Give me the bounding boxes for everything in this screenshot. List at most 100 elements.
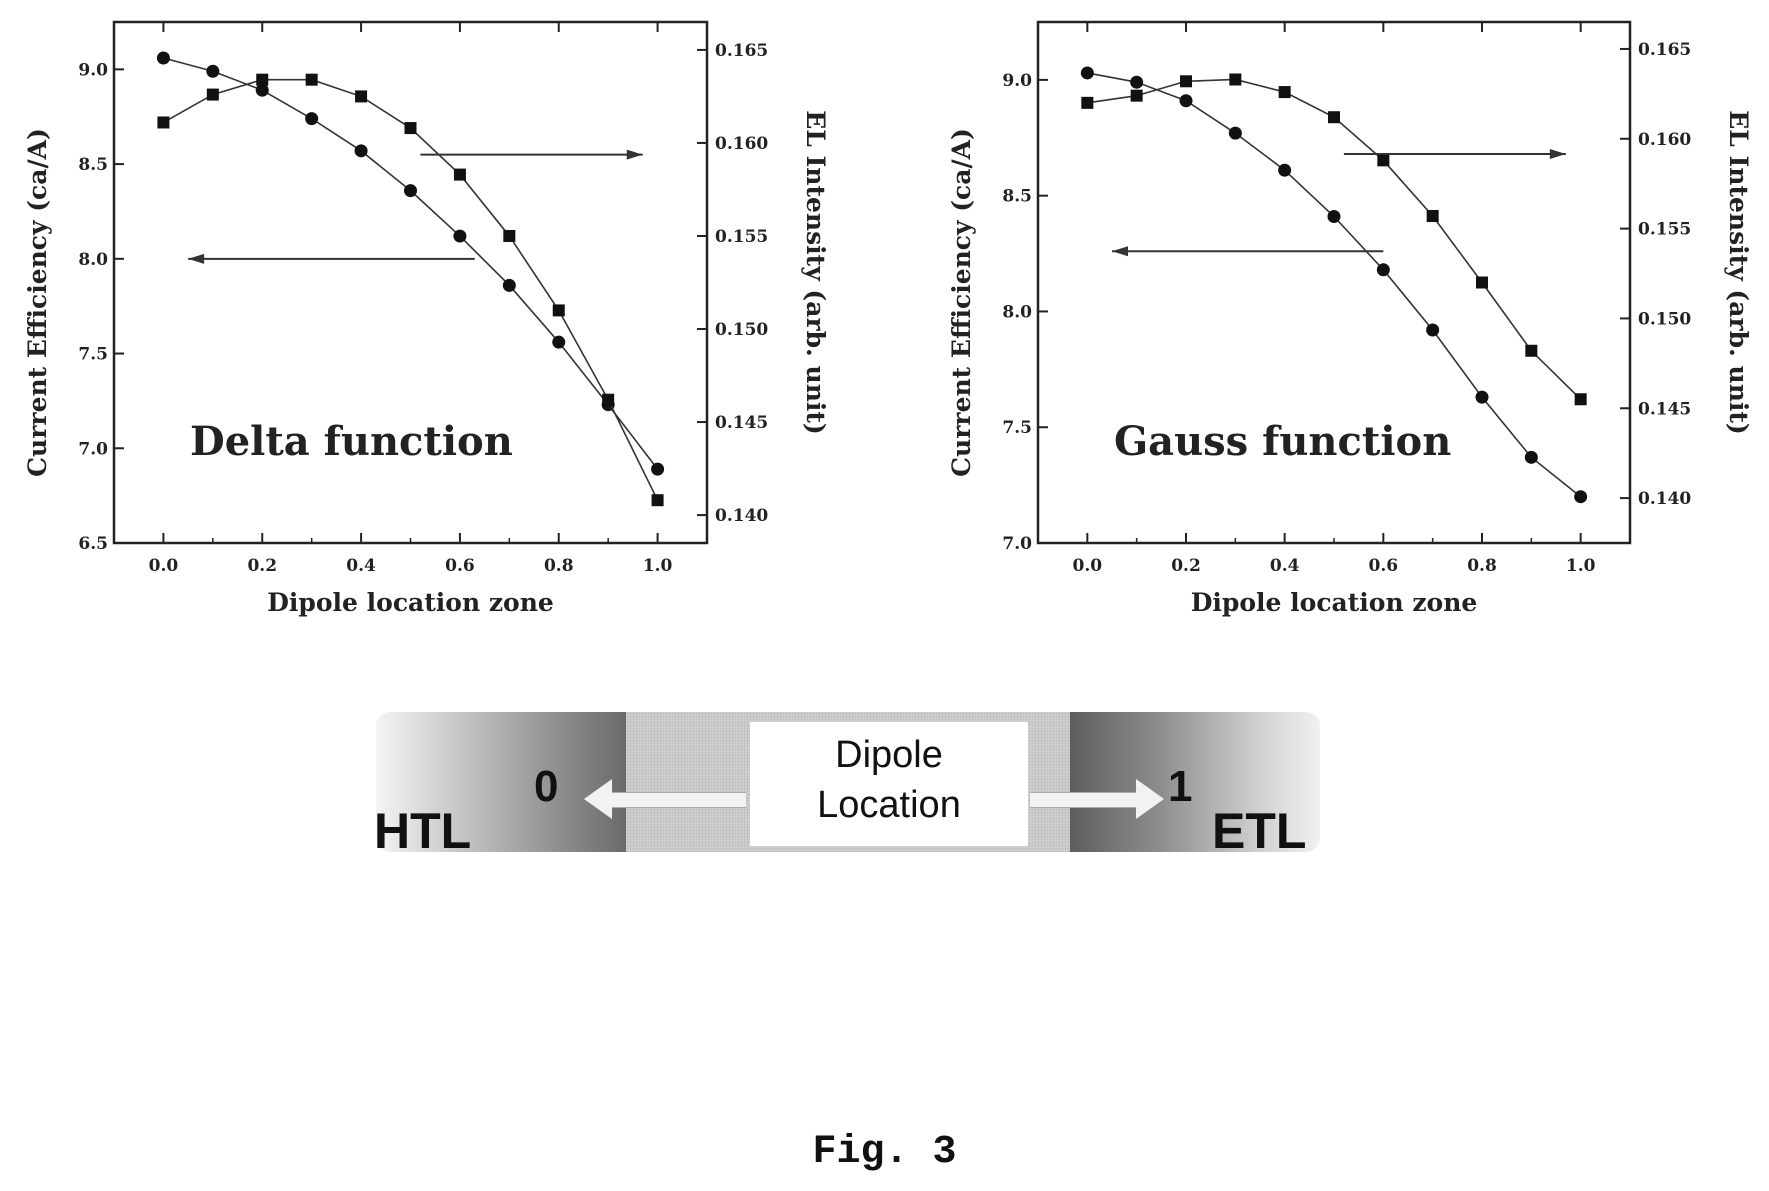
circle-marker	[1080, 66, 1094, 80]
x-tick-label: 0.6	[445, 556, 475, 576]
y2-tick-label: 0.165	[715, 41, 768, 61]
circle-marker	[156, 51, 170, 65]
circle-marker	[1524, 450, 1538, 464]
y-tick-label: 7.5	[1002, 418, 1032, 438]
y2-tick-label: 0.160	[1638, 130, 1691, 150]
square-marker	[1229, 73, 1242, 86]
y-tick-label: 7.0	[78, 439, 108, 459]
circle-marker	[404, 184, 417, 198]
dipole-location-diagram: Dipole Location 0 1 HTL ETL	[374, 712, 1320, 859]
square-marker	[1328, 111, 1340, 124]
right-arrow-shaft	[1030, 792, 1138, 808]
x-tick-label: 0.6	[1369, 556, 1399, 576]
y-axis-label: Current Efficiency (ca/A)	[947, 128, 976, 477]
etl-zone	[1070, 712, 1320, 852]
y2-tick-label: 0.145	[715, 413, 768, 433]
y2-axis-label: EL Intensity (arb. unit)	[1724, 110, 1753, 435]
series-line	[163, 57, 659, 470]
figure-label: Fig. 3	[812, 1130, 957, 1175]
circle-marker	[1228, 126, 1242, 140]
y2-tick-label: 0.160	[715, 134, 768, 154]
circle-marker	[1327, 210, 1341, 224]
square-marker	[1574, 393, 1587, 406]
x-tick-label: 1.0	[643, 556, 673, 576]
circle-marker	[1574, 490, 1588, 504]
x-tick-label: 0.2	[247, 556, 277, 576]
circle-marker	[1475, 390, 1489, 404]
square-marker	[503, 229, 516, 242]
series-line	[1087, 78, 1582, 400]
y2-tick-label: 0.145	[1638, 399, 1691, 419]
charts-area: 0.0 0.2 0.4 0.6 0.8 1.0 6.5 7.0 7.5 8.0 8.5 9.0 0.14…	[23, 20, 1753, 617]
circle-marker	[651, 462, 665, 476]
right-arrow-head	[1136, 779, 1164, 819]
y-tick-label: 9.0	[78, 60, 108, 80]
x-tick-label: 0.8	[1467, 556, 1497, 576]
function-annotation: Delta function	[190, 418, 513, 465]
circle-marker	[1179, 94, 1193, 108]
square-marker	[651, 494, 664, 507]
x-axis-label: Dipole location zone	[267, 588, 554, 617]
etl-label: ETL	[1212, 803, 1307, 859]
gauss-function-chart: 0.0 0.2 0.4 0.6 0.8 1.0 7.0 7.5 8.0 8.5 9.0 0.140 0.…	[947, 20, 1753, 617]
square-marker	[1426, 210, 1439, 223]
x-tick-label: 0.4	[1270, 556, 1300, 576]
y-tick-label: 7.0	[1002, 534, 1032, 554]
y2-axis-label: EL Intensity (arb. unit)	[801, 110, 830, 435]
dipole-label-line2: Location	[817, 784, 961, 826]
y-tick-label: 8.5	[78, 155, 108, 175]
circle-marker	[305, 112, 319, 126]
x-tick-label: 0.0	[1073, 556, 1103, 576]
x-axis-label: Dipole location zone	[1191, 588, 1478, 617]
zone-end-value: 1	[1168, 762, 1193, 811]
x-tick-label: 0.2	[1171, 556, 1201, 576]
circle-marker	[552, 335, 566, 349]
y-tick-label: 8.5	[1002, 187, 1032, 207]
zone-start-value: 0	[534, 762, 559, 811]
y-tick-label: 7.5	[78, 345, 108, 365]
y-tick-label: 8.0	[1002, 302, 1032, 322]
y2-tick-label: 0.165	[1638, 40, 1691, 60]
circle-marker	[502, 278, 516, 292]
circle-marker	[206, 64, 220, 78]
y-tick-label: 9.0	[1002, 71, 1032, 91]
square-marker	[305, 73, 318, 86]
square-marker	[256, 73, 269, 86]
square-marker	[1476, 276, 1488, 289]
left-arrow-shaft	[606, 792, 746, 808]
htl-label: HTL	[374, 803, 472, 859]
y2-tick-label: 0.150	[715, 320, 768, 340]
circle-marker	[453, 229, 467, 243]
square-marker	[1525, 344, 1538, 357]
y-tick-label: 8.0	[78, 250, 108, 270]
square-marker	[1130, 89, 1143, 102]
y2-tick-label: 0.140	[715, 506, 768, 526]
square-marker	[602, 393, 615, 406]
x-tick-label: 0.0	[149, 556, 179, 576]
circle-marker	[1278, 163, 1292, 177]
square-marker	[355, 90, 368, 103]
y-tick-label: 6.5	[78, 534, 108, 554]
square-marker	[1278, 86, 1291, 99]
left-arrow-head	[584, 779, 612, 819]
x-tick-label: 1.0	[1566, 556, 1596, 576]
arrow-head	[1112, 246, 1128, 257]
circle-marker	[354, 144, 368, 158]
y2-tick-label: 0.150	[1638, 309, 1691, 329]
square-marker	[157, 116, 170, 129]
delta-function-chart: 0.0 0.2 0.4 0.6 0.8 1.0 6.5 7.0 7.5 8.0 8.5 9.0 0.14…	[23, 20, 830, 617]
y2-tick-label: 0.155	[1638, 220, 1691, 240]
dipole-label-line1: Dipole	[835, 734, 943, 776]
arrow-head	[188, 253, 205, 264]
circle-marker	[1376, 263, 1390, 277]
y-axis-label: Current Efficiency (ca/A)	[23, 128, 52, 477]
square-marker	[552, 304, 565, 317]
arrow-head	[626, 149, 643, 160]
circle-marker	[1130, 75, 1144, 89]
square-marker	[1377, 154, 1390, 167]
circle-marker	[1426, 323, 1440, 337]
square-marker	[404, 122, 417, 135]
y2-tick-label: 0.140	[1638, 489, 1691, 509]
x-tick-label: 0.8	[544, 556, 574, 576]
x-tick-label: 0.4	[346, 556, 376, 576]
